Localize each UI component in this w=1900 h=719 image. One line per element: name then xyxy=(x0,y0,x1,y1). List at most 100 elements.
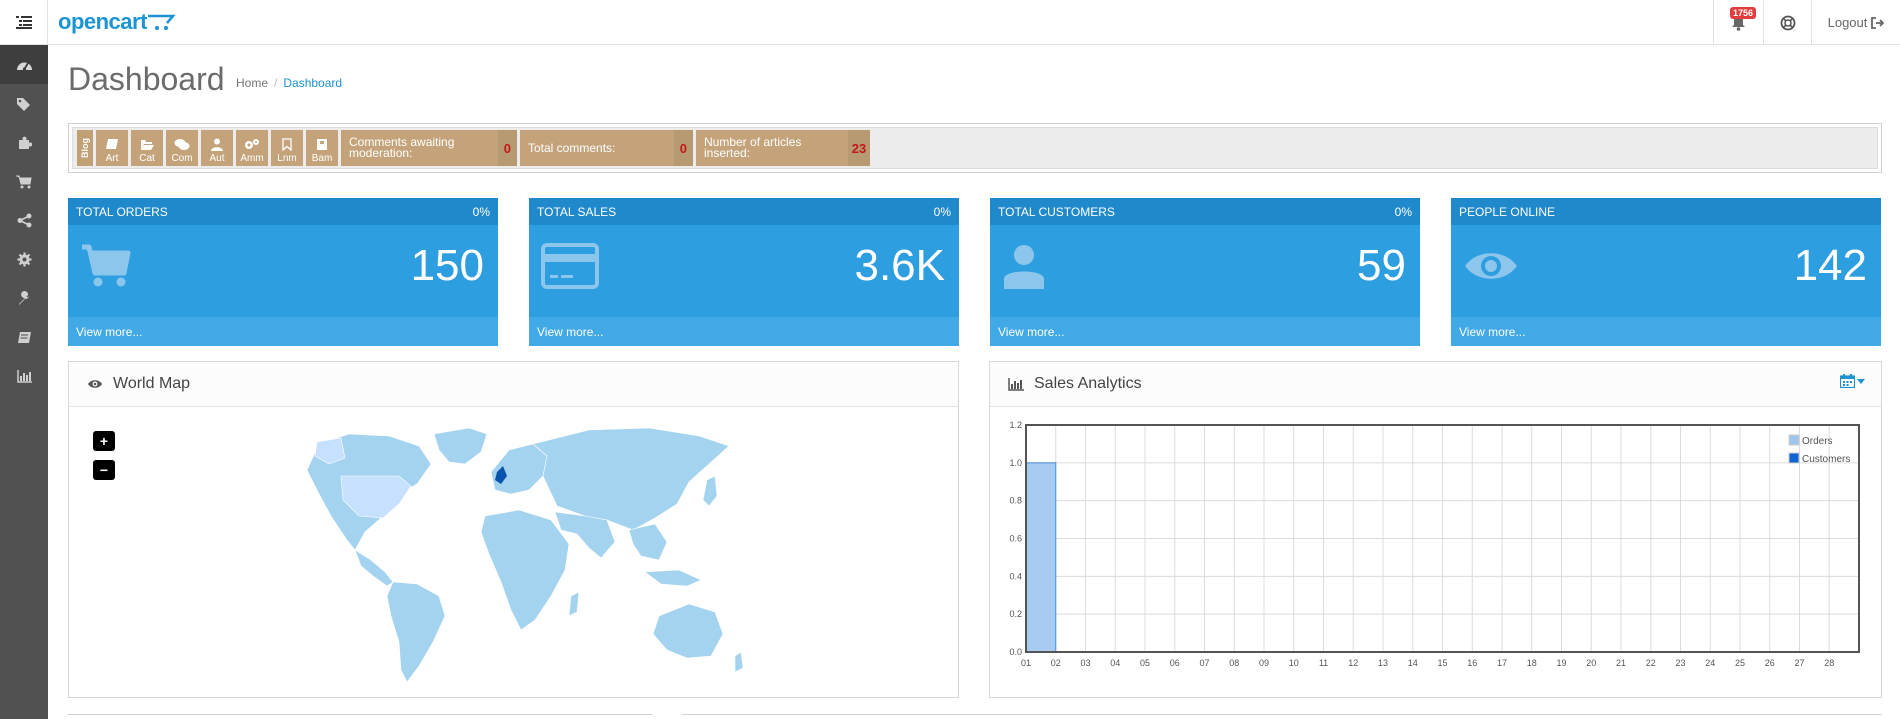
tile-title: TOTAL ORDERS xyxy=(76,204,168,219)
tile-view-more-link[interactable]: View more... xyxy=(529,317,959,346)
date-range-dropdown[interactable] xyxy=(1840,374,1865,388)
chart-x-tick-label: 05 xyxy=(1140,658,1150,668)
chart-x-tick-label: 28 xyxy=(1824,658,1834,668)
dashboard-icon xyxy=(16,62,32,71)
blog-latest-news-button[interactable]: Lnm xyxy=(271,130,303,166)
blog-stat-label: Total comments: xyxy=(528,140,616,155)
bookmark-icon xyxy=(282,138,292,151)
sidebar-item-tools[interactable] xyxy=(0,279,48,318)
chart-x-tick-label: 04 xyxy=(1110,658,1120,668)
sidebar-item-extensions[interactable] xyxy=(0,123,48,162)
blog-button-label: Com xyxy=(171,153,193,164)
top-header: opencart 1756 Logout xyxy=(0,0,1900,45)
blog-toolbar: Blog Art Cat Com Aut Amm xyxy=(68,123,1882,173)
world-map-panel: World Map + − xyxy=(68,361,959,698)
breadcrumb-home-link[interactable]: Home xyxy=(236,76,269,90)
chart-x-tick-label: 17 xyxy=(1497,658,1507,668)
blog-button-label: Cat xyxy=(139,153,155,164)
cart-icon xyxy=(16,175,32,188)
gear-icon xyxy=(17,252,31,267)
blog-settings-button[interactable]: Amm xyxy=(236,130,268,166)
blog-categories-button[interactable]: Cat xyxy=(131,130,163,166)
chart-x-tick-label: 10 xyxy=(1289,658,1299,668)
chart-y-tick-label: 1.0 xyxy=(1009,458,1022,468)
cart-icon xyxy=(82,244,131,287)
blog-comments-button[interactable]: Com xyxy=(166,130,198,166)
chart-x-tick-label: 25 xyxy=(1735,658,1745,668)
world-map[interactable] xyxy=(289,420,809,690)
blog-button-label: Aut xyxy=(209,153,225,164)
blog-stat-label: Number of articles inserted: xyxy=(704,135,802,160)
chart-x-tick-label: 03 xyxy=(1080,658,1090,668)
chart-x-tick-label: 15 xyxy=(1437,658,1447,668)
tile-percent: 0% xyxy=(472,204,490,219)
tile-total-sales: TOTAL SALES 0% 3.6K View more... xyxy=(529,198,959,346)
blog-stat-articles-count: Number of articles inserted: 23 xyxy=(696,130,870,166)
sidebar-item-reports[interactable] xyxy=(0,357,48,396)
tile-view-more-link[interactable]: View more... xyxy=(1451,317,1881,346)
caret-down-icon xyxy=(1857,378,1865,384)
chart-legend-label: Orders xyxy=(1802,436,1833,447)
bar-chart-icon xyxy=(1008,377,1024,391)
blog-authors-button[interactable]: Aut xyxy=(201,130,233,166)
chart-x-tick-label: 16 xyxy=(1467,658,1477,668)
sidebar-item-system[interactable] xyxy=(0,240,48,279)
blog-stat-value: 0 xyxy=(497,130,517,166)
calendar-icon xyxy=(1840,374,1855,388)
tile-percent: 0% xyxy=(933,204,951,219)
panel-title: World Map xyxy=(113,375,191,392)
help-button[interactable] xyxy=(1763,0,1811,45)
notifications-button[interactable]: 1756 xyxy=(1713,0,1763,45)
map-zoom-in-button[interactable]: + xyxy=(93,431,115,451)
chart-y-tick-label: 0.6 xyxy=(1009,534,1022,544)
logout-button[interactable]: Logout xyxy=(1811,0,1900,45)
chart-y-tick-label: 0.8 xyxy=(1009,496,1022,506)
folder-open-icon xyxy=(140,140,154,150)
chart-x-tick-label: 09 xyxy=(1259,658,1269,668)
sidebar-item-dashboard[interactable] xyxy=(0,45,48,84)
comments-icon xyxy=(174,139,190,150)
map-zoom-out-button[interactable]: − xyxy=(93,460,115,480)
logo-cart-icon xyxy=(147,14,176,30)
sidebar-item-marketing[interactable] xyxy=(0,201,48,240)
blog-module-button[interactable]: Bam xyxy=(306,130,338,166)
menu-toggle-button[interactable] xyxy=(0,0,48,45)
chart-y-tick-label: 0.2 xyxy=(1009,609,1022,619)
chart-bar xyxy=(1025,462,1057,653)
cogs-icon xyxy=(245,139,259,149)
breadcrumb-dashboard-link[interactable]: Dashboard xyxy=(283,76,343,90)
sidebar-item-blog[interactable] xyxy=(0,318,48,357)
chart-legend-swatch xyxy=(1788,434,1800,446)
opencart-logo[interactable]: opencart xyxy=(58,7,177,37)
blog-button-label: Art xyxy=(105,153,119,164)
bar-chart-icon xyxy=(16,370,32,383)
sidebar-item-sales[interactable] xyxy=(0,162,48,201)
blog-button-label: Bam xyxy=(311,153,333,164)
sales-chart: 0.0 0.2 0.4 0.6 0.8 1.0 1.2 01 02 03 04 05 06 07 08 09 1… xyxy=(1009,420,1860,668)
tile-value: 142 xyxy=(1793,241,1867,290)
life-ring-icon xyxy=(1780,15,1795,30)
tile-value: 59 xyxy=(1357,241,1406,290)
chart-x-tick-label: 27 xyxy=(1794,658,1804,668)
blog-stat-label: Comments awaiting moderation: xyxy=(349,135,455,160)
tile-view-more-link[interactable]: View more... xyxy=(990,317,1420,346)
breadcrumb-separator: / xyxy=(274,76,278,90)
chart-x-tick-label: 13 xyxy=(1378,658,1388,668)
panel-title: Sales Analytics xyxy=(1034,375,1142,392)
wrench-icon xyxy=(18,291,29,305)
user-icon xyxy=(1004,245,1044,289)
puzzle-icon xyxy=(18,136,32,149)
blog-button-label: Lnm xyxy=(277,153,297,164)
sidebar xyxy=(0,45,48,719)
tile-people-online: PEOPLE ONLINE 142 View more... xyxy=(1451,198,1881,346)
tile-view-more-link[interactable]: View more... xyxy=(68,317,498,346)
breadcrumb: Home / Dashboard xyxy=(236,76,342,90)
blog-articles-button[interactable]: Art xyxy=(96,130,128,166)
chart-x-tick-label: 21 xyxy=(1616,658,1626,668)
blog-stat-value: 23 xyxy=(848,130,870,166)
blog-stat-pending-comments: Comments awaiting moderation: 0 xyxy=(341,130,517,166)
menu-icon xyxy=(15,16,32,29)
sidebar-item-catalog[interactable] xyxy=(0,84,48,123)
book-icon xyxy=(17,331,31,343)
chart-legend-swatch xyxy=(1788,452,1800,464)
